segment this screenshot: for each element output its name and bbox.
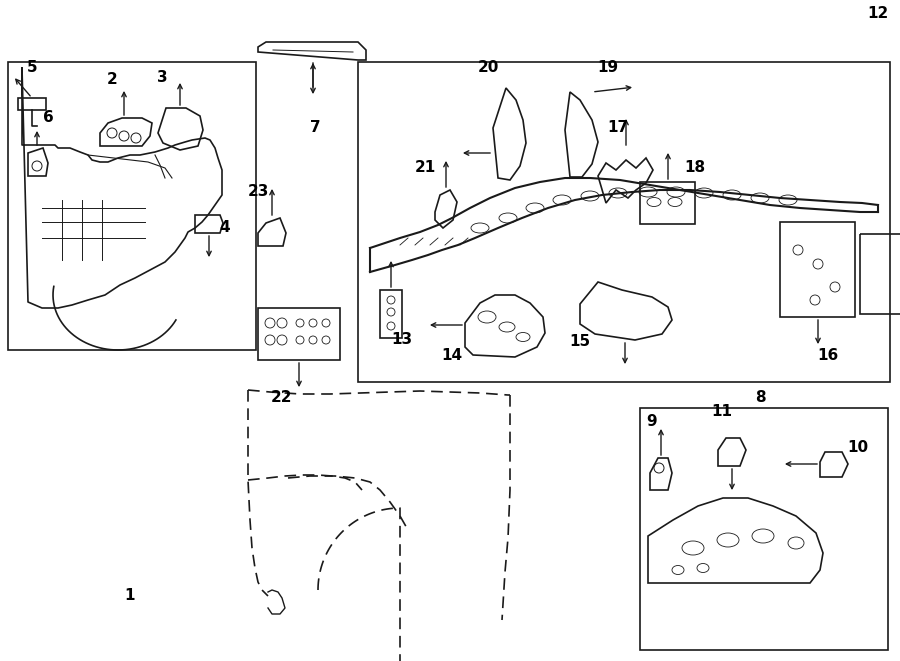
Bar	[8, 62, 256, 350]
Text: 17: 17	[608, 120, 628, 136]
Bar	[258, 308, 340, 360]
Text: 21: 21	[414, 161, 436, 176]
Text: 14: 14	[441, 348, 463, 362]
Text: 11: 11	[712, 405, 733, 420]
Text: 7: 7	[310, 120, 320, 136]
Bar	[358, 62, 890, 382]
Text: 15: 15	[570, 334, 590, 350]
Text: 4: 4	[220, 221, 230, 235]
Text: 20: 20	[477, 61, 499, 75]
Text: 6: 6	[42, 110, 53, 126]
Bar	[780, 222, 855, 317]
Text: 8: 8	[755, 391, 765, 405]
Text: 10: 10	[848, 440, 868, 455]
Text: 9: 9	[647, 414, 657, 430]
Text: 2: 2	[106, 73, 117, 87]
Text: 12: 12	[868, 7, 888, 22]
Bar	[380, 290, 402, 338]
Text: 5: 5	[27, 61, 37, 75]
Text: 23: 23	[248, 184, 269, 200]
Text: 13: 13	[392, 332, 412, 348]
Text: 3: 3	[157, 71, 167, 85]
Text: 18: 18	[684, 161, 706, 176]
Text: 19: 19	[598, 61, 618, 75]
Text: 22: 22	[271, 391, 292, 405]
Bar	[640, 182, 695, 224]
Text: 1: 1	[125, 588, 135, 602]
Bar	[640, 408, 888, 650]
Text: 16: 16	[817, 348, 839, 362]
Bar	[860, 234, 900, 314]
